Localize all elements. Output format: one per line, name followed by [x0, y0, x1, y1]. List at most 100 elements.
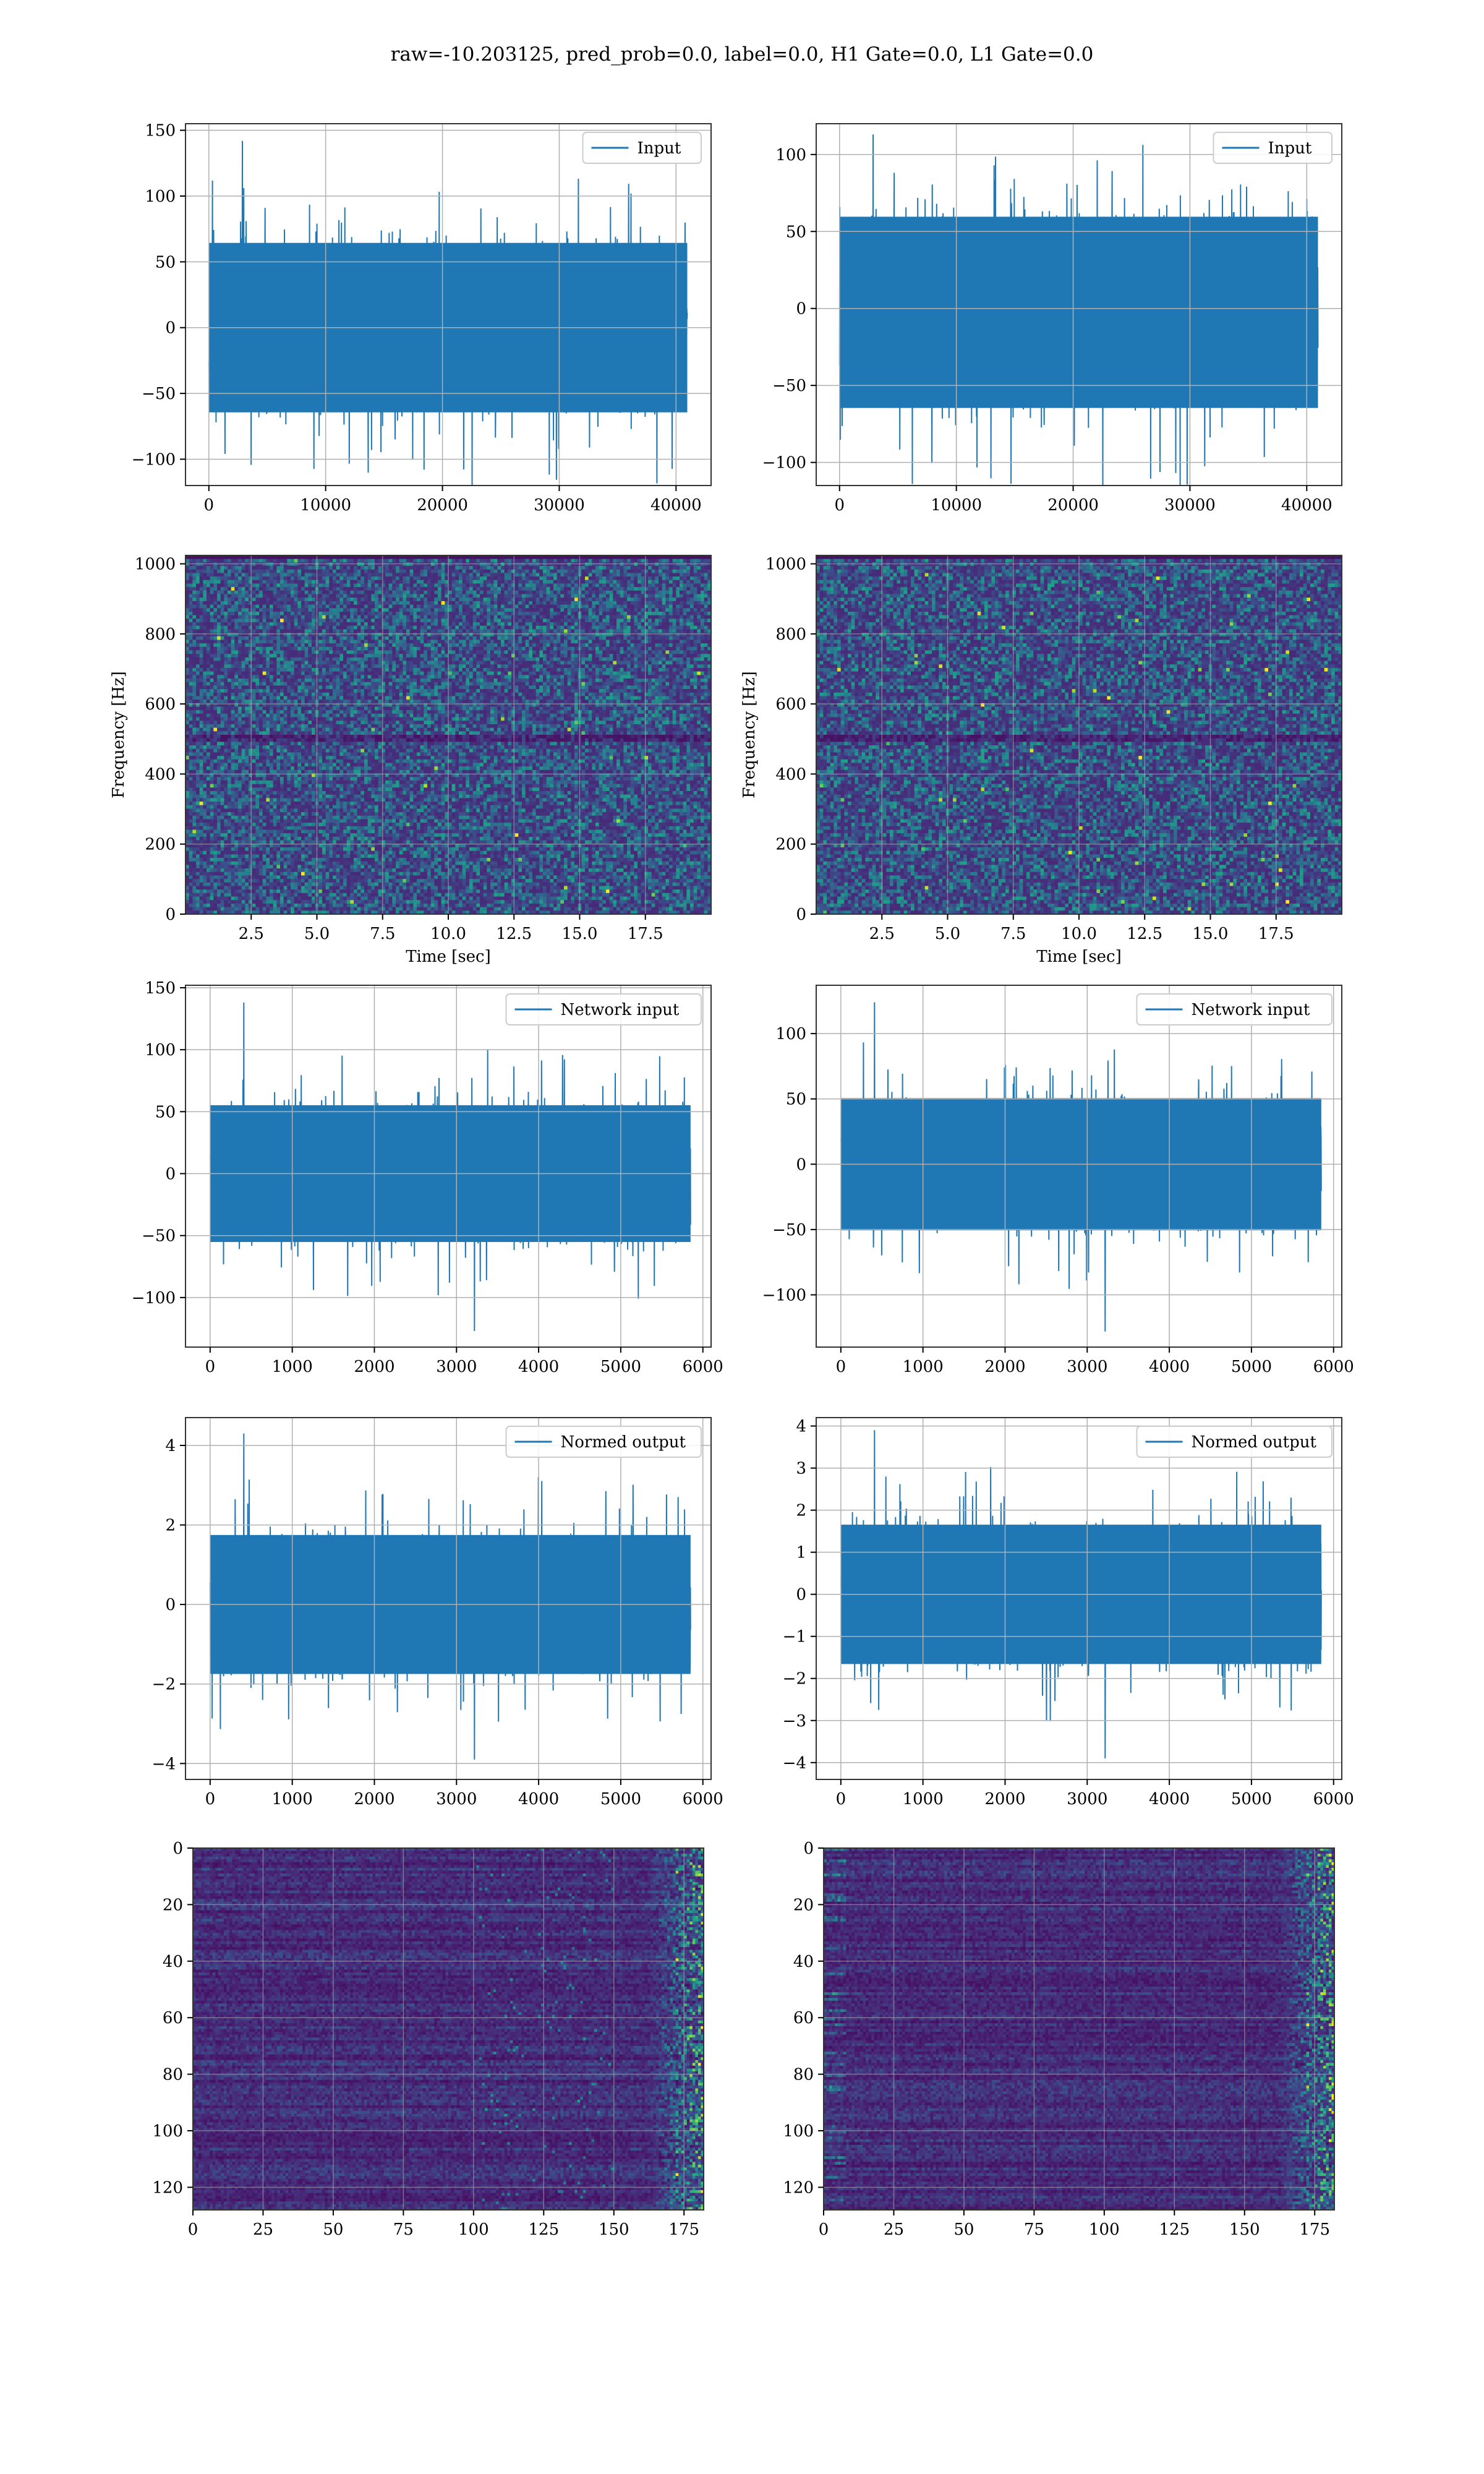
x-tick-label: 6000 — [1313, 1790, 1354, 1808]
x-tick-label: 175 — [1299, 2220, 1330, 2239]
x-tick-label: 30000 — [534, 496, 585, 515]
y-tick-label: 100 — [152, 2122, 183, 2141]
y-tick-label: 50 — [155, 1103, 176, 1121]
chart-network-input-right: 0 1000 2000 3000 4000 5000 6000−100−50050100Ne… — [762, 985, 1354, 1376]
x-tick-label: 1000 — [903, 1358, 944, 1376]
x-tick-label: 6000 — [1313, 1358, 1354, 1376]
y-tick-label: 200 — [145, 836, 176, 854]
y-tick-label: 800 — [145, 625, 176, 644]
x-tick-label: 0 — [836, 1358, 846, 1376]
y-tick-label: 400 — [145, 765, 176, 784]
x-tick-label: 25 — [884, 2220, 904, 2239]
x-tick-label: 1000 — [272, 1358, 313, 1376]
x-tick-label: 6000 — [683, 1790, 723, 1808]
x-tick-label: 15.0 — [562, 925, 598, 943]
x-tick-label: 4000 — [1149, 1790, 1190, 1808]
y-tick-label: 600 — [775, 695, 806, 714]
x-tick-label: 6000 — [683, 1358, 723, 1376]
x-tick-label: 12.5 — [1127, 925, 1162, 943]
y-tick-label: 100 — [775, 146, 806, 165]
y-tick-label: −100 — [762, 1286, 806, 1305]
y-tick-label: 1 — [796, 1544, 806, 1562]
y-tick-label: 80 — [163, 2066, 183, 2084]
x-tick-label: 3000 — [1067, 1358, 1107, 1376]
y-tick-label: 50 — [786, 1090, 806, 1109]
y-tick-label: 0 — [796, 300, 806, 319]
x-tick-label: 75 — [1024, 2220, 1044, 2239]
x-axis-label: Time [sec] — [1036, 948, 1122, 966]
x-tick-label: 75 — [393, 2220, 414, 2239]
y-tick-label: 0 — [796, 905, 806, 924]
y-tick-label: 40 — [163, 1953, 183, 1971]
y-tick-label: 2 — [796, 1502, 806, 1520]
x-tick-label: 4000 — [1149, 1358, 1190, 1376]
x-tick-label: 0 — [836, 1790, 846, 1808]
y-tick-label: 100 — [145, 187, 176, 206]
y-tick-label: 400 — [775, 765, 806, 784]
x-tick-label: 12.5 — [496, 925, 532, 943]
x-tick-label: 2.5 — [239, 925, 264, 943]
x-tick-label: 0 — [188, 2220, 198, 2239]
legend-label: Normed output — [561, 1433, 686, 1452]
y-axis-label: Frequency [Hz] — [109, 671, 128, 798]
chart-spectrogram-right: 2.5 5.0 7.5 10.0 12.5 15.0 17.5020040060080010… — [740, 555, 1342, 966]
x-tick-label: 40000 — [650, 496, 702, 515]
y-tick-label: −50 — [142, 385, 176, 403]
x-tick-label: 4000 — [518, 1790, 559, 1808]
y-tick-label: 2 — [165, 1517, 176, 1535]
x-tick-label: 100 — [1089, 2220, 1120, 2239]
y-tick-label: −100 — [762, 454, 806, 473]
y-tick-label: 100 — [145, 1041, 176, 1059]
series-band-input-right — [840, 216, 1318, 408]
y-tick-label: −100 — [132, 450, 176, 469]
y-tick-label: 120 — [783, 2178, 814, 2197]
y-tick-label: 1000 — [135, 555, 176, 574]
x-tick-label: 50 — [323, 2220, 343, 2239]
legend-network-input-right: Network input — [1137, 994, 1333, 1025]
heatmap-feature-map-right — [824, 1848, 1335, 2211]
x-tick-label: 0 — [835, 496, 845, 515]
x-tick-label: 40000 — [1281, 496, 1333, 515]
y-tick-label: 0 — [796, 1586, 806, 1604]
x-tick-label: 20000 — [417, 496, 468, 515]
y-tick-label: −2 — [783, 1670, 806, 1689]
x-tick-label: 15.0 — [1193, 925, 1229, 943]
x-tick-label: 50 — [953, 2220, 974, 2239]
y-tick-label: 100 — [783, 2122, 814, 2141]
y-tick-label: 1000 — [765, 555, 806, 574]
x-tick-label: 10.0 — [1061, 925, 1097, 943]
x-tick-label: 4000 — [518, 1358, 559, 1376]
y-tick-label: −2 — [152, 1676, 176, 1694]
y-tick-label: 150 — [145, 979, 176, 998]
x-tick-label: 17.5 — [628, 925, 663, 943]
y-tick-label: −1 — [783, 1628, 806, 1646]
legend-normed-output-left: Normed output — [506, 1426, 702, 1457]
chart-normed-output-right: 0 1000 2000 3000 4000 5000 6000−4−3−2−101234No… — [783, 1418, 1354, 1808]
y-tick-label: 4 — [796, 1418, 806, 1436]
x-tick-label: 3000 — [436, 1358, 477, 1376]
x-tick-label: 0 — [205, 1358, 216, 1376]
y-tick-label: −50 — [772, 377, 806, 395]
y-tick-label: 0 — [796, 1155, 806, 1174]
chart-spectrogram-left: 2.5 5.0 7.5 10.0 12.5 15.0 17.5020040060080010… — [109, 555, 712, 966]
x-tick-label: 125 — [528, 2220, 559, 2239]
x-tick-label: 2000 — [354, 1358, 394, 1376]
legend-label: Input — [638, 139, 681, 158]
y-tick-label: 60 — [163, 2009, 183, 2027]
legend-input-left: Input — [583, 132, 702, 163]
legend-label: Network input — [561, 1001, 680, 1019]
legend-normed-output-right: Normed output — [1137, 1426, 1333, 1457]
x-tick-label: 175 — [668, 2220, 699, 2239]
y-tick-label: −100 — [132, 1289, 176, 1308]
x-tick-label: 5000 — [1231, 1790, 1272, 1808]
heatmap-feature-map-left — [193, 1848, 704, 2211]
y-tick-label: 0 — [165, 1596, 176, 1614]
x-tick-label: 0 — [204, 496, 215, 515]
y-tick-label: 200 — [775, 836, 806, 854]
y-tick-label: 0 — [173, 1839, 183, 1858]
x-tick-label: 5000 — [600, 1358, 641, 1376]
